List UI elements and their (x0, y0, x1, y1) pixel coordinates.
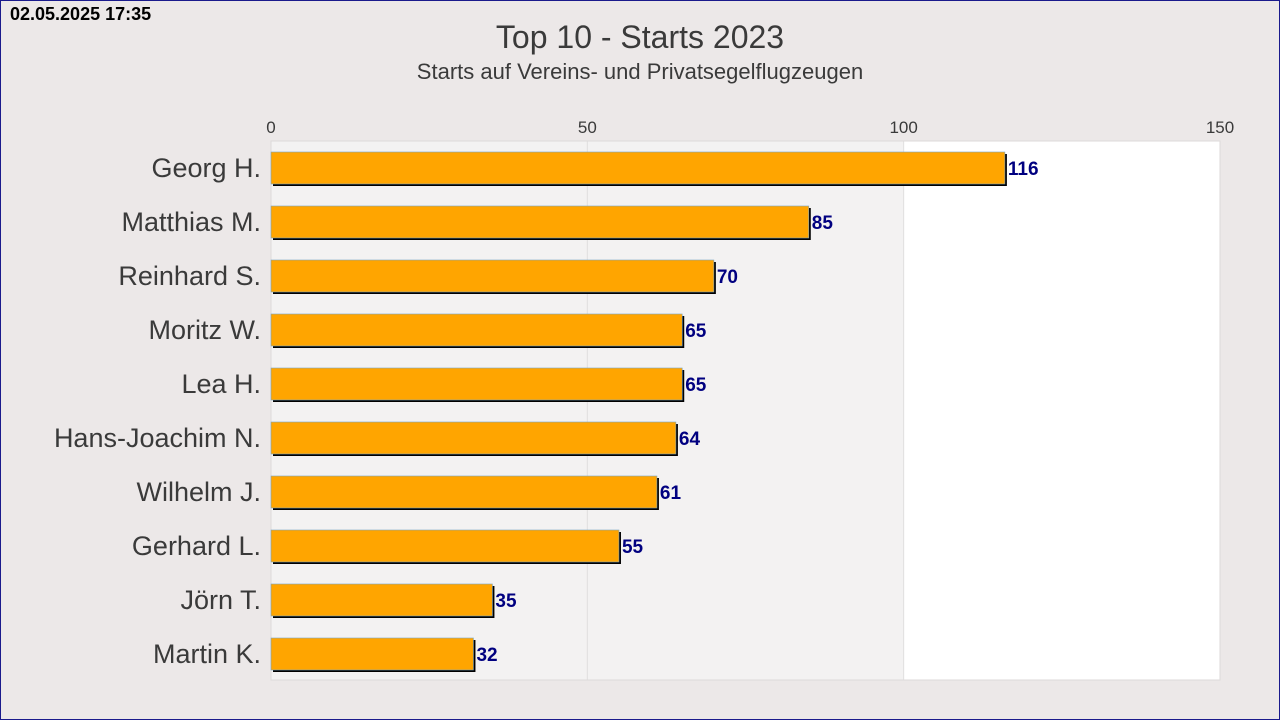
data-label: 85 (812, 213, 834, 234)
category-label: Martin K. (153, 639, 261, 669)
x-axis-ticks: 0 50 100 150 (266, 118, 1234, 137)
x-tick-label: 0 (266, 118, 275, 137)
bar (270, 637, 474, 671)
data-label: 116 (1008, 159, 1039, 180)
data-label: 55 (622, 537, 644, 558)
bar (270, 313, 683, 347)
category-label: Georg H. (151, 153, 261, 183)
x-tick-label: 100 (889, 118, 917, 137)
category-label: Matthias M. (121, 207, 261, 237)
category-labels: Georg H. Matthias M. Reinhard S. Moritz W. L… (54, 153, 261, 669)
bar (270, 151, 1006, 185)
timestamp: 02.05.2025 17:35 (10, 4, 152, 24)
category-label: Lea H. (181, 369, 261, 399)
value-labels: 116 85 70 65 65 64 61 55 35 32 (476, 159, 1038, 666)
plot-border (270, 140, 1221, 681)
plot-area (270, 140, 1221, 681)
data-label: 70 (717, 267, 738, 288)
x-tick-label: 150 (1206, 118, 1234, 137)
bar (270, 583, 493, 617)
category-label: Reinhard S. (118, 261, 261, 291)
category-label: Hans-Joachim N. (54, 423, 261, 453)
chart-subtitle: Starts auf Vereins- und Privatsegelflugz… (417, 59, 863, 84)
bar (270, 205, 810, 239)
category-label: Gerhard L. (132, 531, 261, 561)
data-label: 32 (476, 645, 497, 666)
data-label: 61 (660, 483, 682, 504)
bar (270, 367, 683, 401)
plot-band (903, 141, 1220, 680)
bar (270, 421, 677, 455)
data-label: 65 (685, 375, 707, 396)
category-label: Wilhelm J. (136, 477, 261, 507)
data-label: 65 (685, 321, 707, 342)
bars-group (270, 151, 1007, 672)
bar (270, 259, 715, 293)
chart-title: Top 10 - Starts 2023 (496, 19, 784, 55)
bar (270, 475, 658, 509)
category-label: Jörn T. (180, 585, 261, 615)
category-label: Moritz W. (149, 315, 262, 345)
data-label: 64 (679, 429, 701, 450)
data-label: 35 (495, 591, 517, 612)
bar (270, 529, 620, 563)
x-tick-label: 50 (578, 118, 597, 137)
